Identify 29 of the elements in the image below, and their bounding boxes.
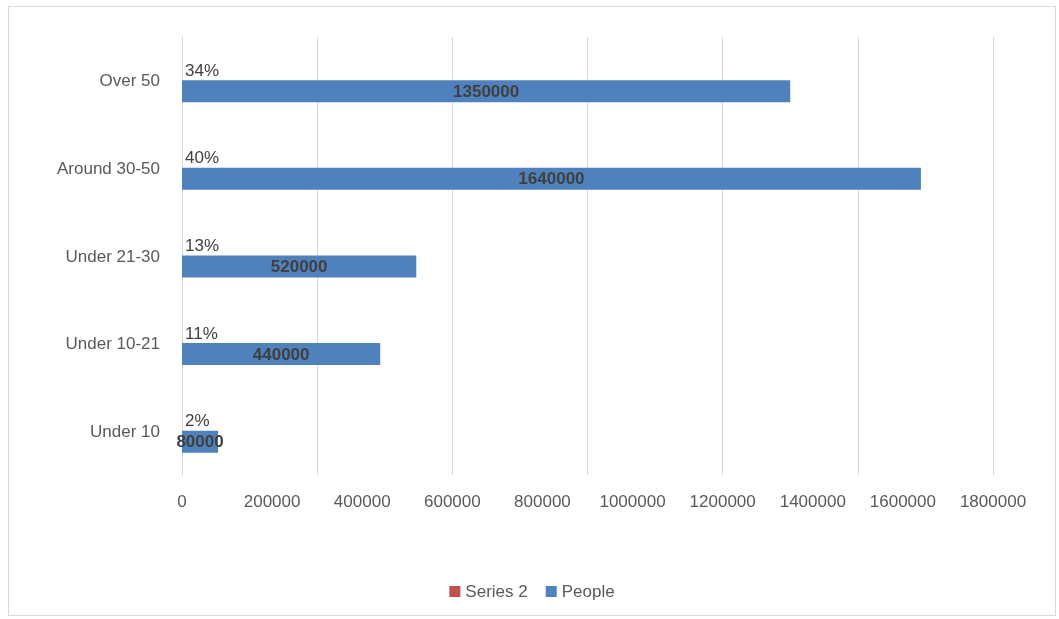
x-tick-label: 1200000 (689, 492, 756, 511)
x-tick-label: 1400000 (779, 492, 846, 511)
x-tick-label: 200000 (243, 492, 301, 511)
x-tick-label: 0 (177, 492, 187, 511)
data-label: 520000 (270, 256, 328, 276)
data-label: 13% (185, 236, 220, 256)
x-tick-label: 1600000 (869, 492, 936, 511)
data-label: 440000 (252, 344, 310, 364)
data-label: 40% (185, 148, 220, 168)
y-tick-label: Under 21-30 (65, 246, 160, 266)
x-tick-label: 600000 (423, 492, 481, 511)
data-label: 2% (185, 411, 210, 431)
y-tick-label: Over 50 (99, 71, 160, 91)
x-tick-label: 1000000 (599, 492, 666, 511)
y-tick-label: Under 10-21 (65, 334, 160, 354)
x-tick-label: 400000 (333, 492, 391, 511)
data-label: 34% (185, 60, 220, 80)
data-label: 1640000 (518, 169, 585, 189)
bar (182, 167, 921, 190)
y-tick-label: Under 10 (90, 421, 160, 441)
bar (182, 255, 417, 278)
legend-label: People (561, 582, 615, 601)
y-tick-label: Around 30-50 (56, 158, 160, 178)
data-label: 11% (185, 323, 218, 343)
bar (182, 80, 791, 103)
x-tick-label: 800000 (514, 492, 571, 511)
x-tick-label: 1800000 (959, 492, 1027, 511)
data-label: 1350000 (453, 81, 520, 101)
legend-label: Series 2 (465, 582, 528, 601)
